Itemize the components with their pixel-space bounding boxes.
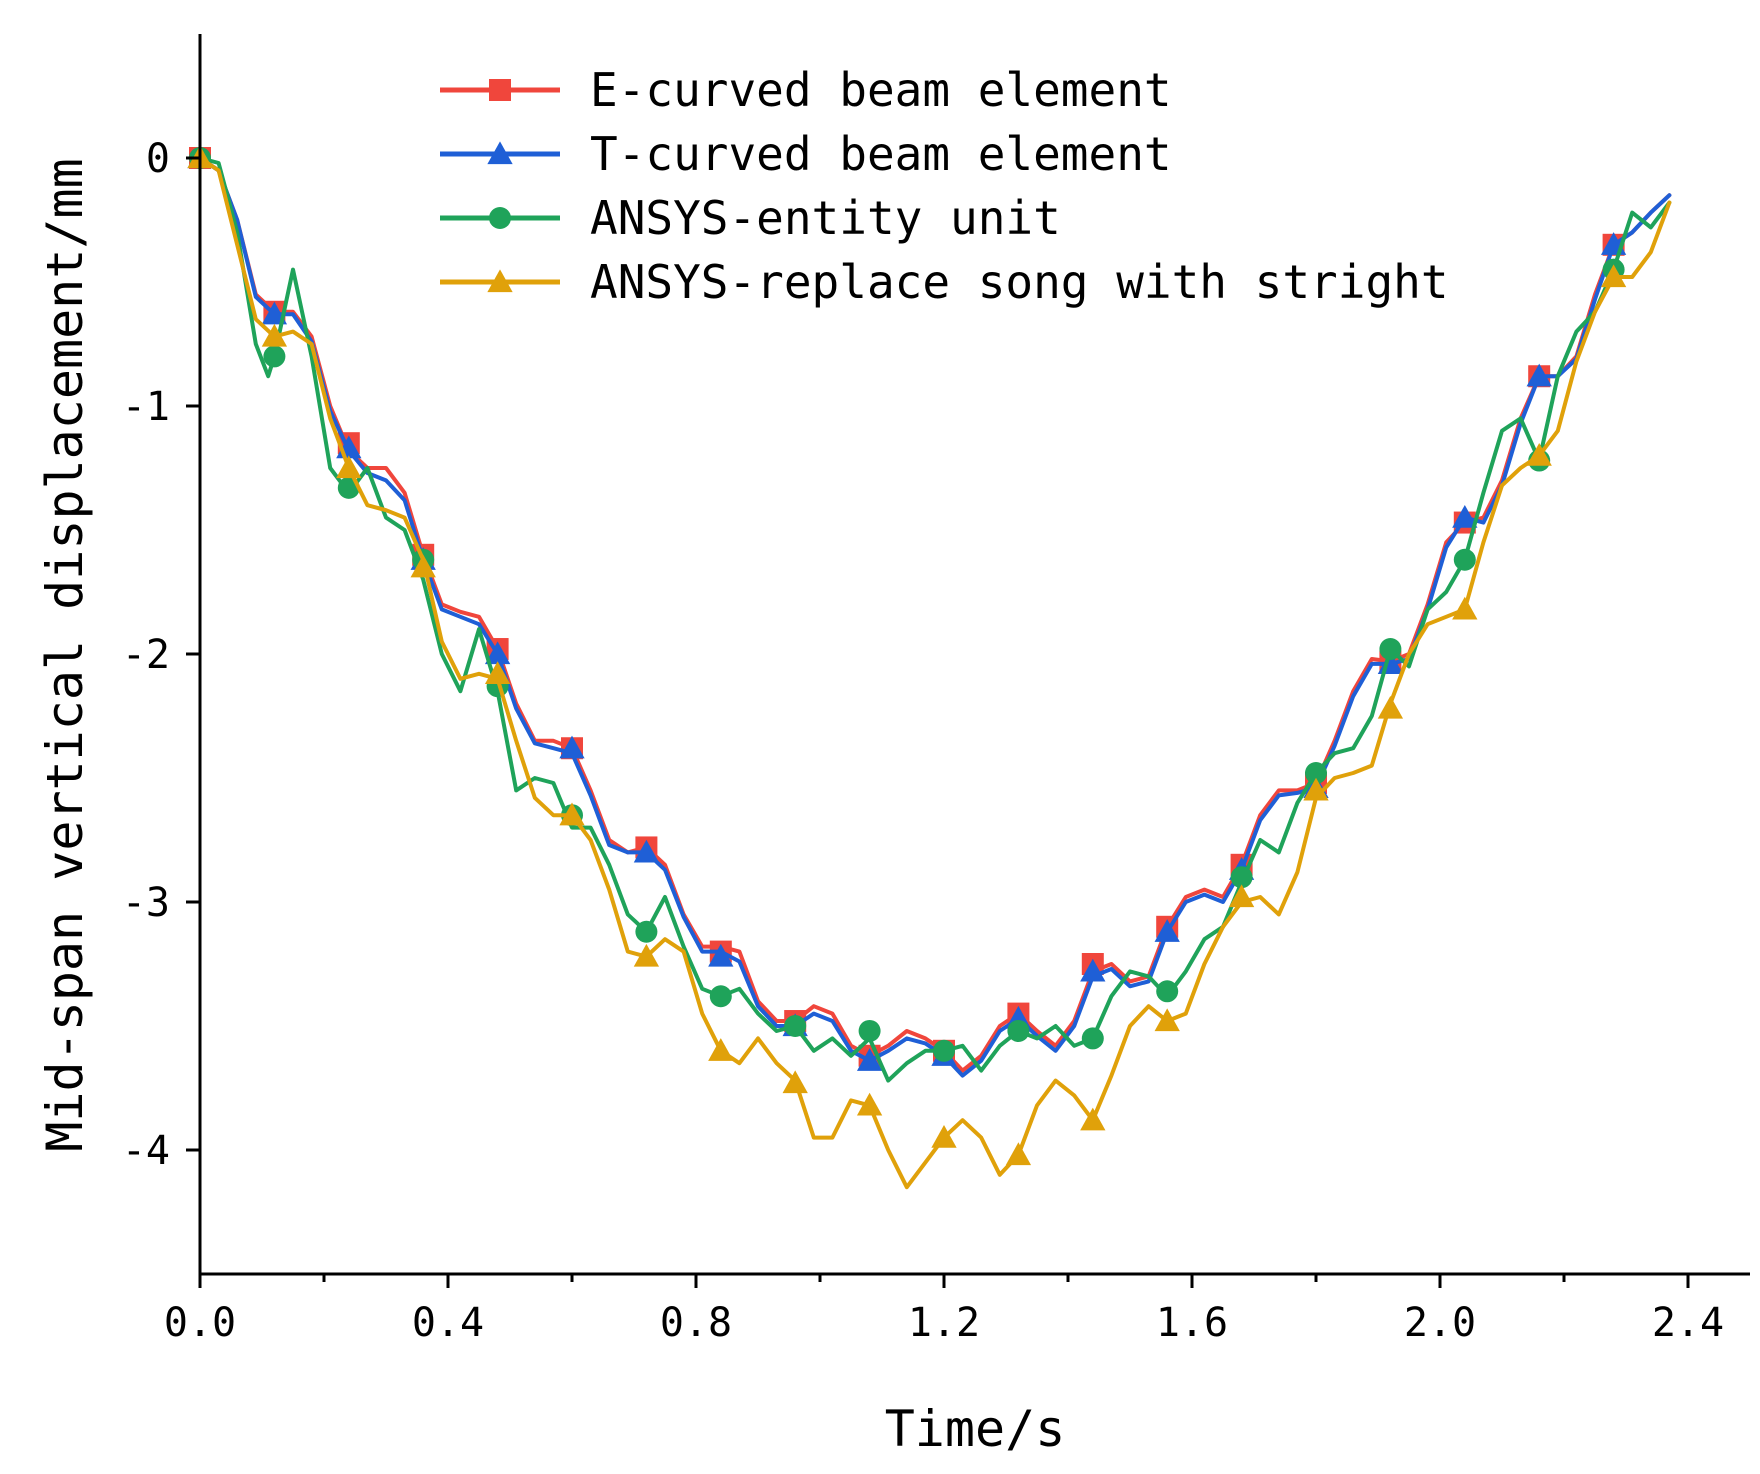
y-tick-label: -1 [122, 384, 170, 430]
legend-item: E-curved beam element [440, 63, 1172, 117]
data-point [410, 554, 436, 578]
y-tick-label: -4 [122, 1128, 170, 1174]
data-point [933, 1039, 955, 1062]
y-tick-label: 0 [146, 136, 170, 182]
data-point [336, 455, 362, 479]
series-line [198, 156, 1672, 1083]
y-tick-label: -3 [122, 880, 170, 926]
legend: E-curved beam element T-curved beam eleme… [440, 63, 1449, 309]
data-point [484, 661, 511, 684]
y-tick-label: -2 [122, 632, 170, 678]
plot-area [187, 145, 1672, 1190]
data-point [1080, 958, 1106, 982]
x-tick-label: 2.4 [1652, 1300, 1724, 1346]
data-point [633, 943, 660, 967]
x-axis-title: Time/s [885, 1400, 1066, 1458]
data-point [1228, 884, 1255, 908]
data-point [1154, 919, 1180, 942]
data-point [784, 1015, 807, 1037]
legend-label: ANSYS-replace song with stright [590, 255, 1449, 309]
series-3 [189, 147, 1672, 1083]
data-point [1453, 548, 1476, 571]
data-point [261, 323, 288, 347]
legend-item: ANSYS-entity unit [440, 191, 1061, 245]
x-tick-label: 1.2 [908, 1300, 980, 1346]
data-point [856, 1092, 883, 1116]
data-point [1154, 1008, 1180, 1032]
x-tick-label: 0.0 [164, 1300, 236, 1346]
data-point [856, 1048, 883, 1071]
data-point [559, 802, 585, 826]
data-point [263, 345, 286, 368]
data-point [1005, 1142, 1032, 1166]
data-point [487, 269, 513, 293]
tick-group: 0.0 0.4 0.8 1.2 1.6 2.0 2.4 0 -1 -2 -3 -4 [122, 136, 1724, 1346]
x-tick-label: 1.6 [1156, 1300, 1228, 1346]
data-point [1081, 1027, 1104, 1050]
data-point [633, 839, 660, 863]
series-4 [187, 145, 1672, 1190]
data-point [1452, 596, 1478, 620]
data-point [1526, 442, 1552, 466]
data-point [1452, 504, 1478, 528]
data-point [1305, 762, 1327, 785]
data-point [1600, 264, 1627, 288]
x-tick-label: 0.4 [412, 1300, 484, 1346]
data-point [858, 1019, 881, 1042]
data-point [559, 735, 585, 759]
data-point [1303, 777, 1329, 801]
legend-label: T-curved beam element [590, 127, 1172, 181]
data-point [708, 943, 734, 967]
data-point [489, 207, 511, 229]
data-point [1526, 363, 1552, 387]
legend-label: ANSYS-entity unit [590, 191, 1061, 245]
series-line [198, 156, 1672, 1190]
data-point [1230, 866, 1253, 889]
data-point [931, 1124, 957, 1148]
data-point [487, 141, 513, 165]
data-point [1080, 1107, 1106, 1131]
x-tick-label: 2.0 [1404, 1300, 1476, 1346]
data-point [1156, 980, 1179, 1003]
data-point [489, 79, 511, 101]
legend-label: E-curved beam element [590, 63, 1172, 117]
data-point [709, 985, 732, 1008]
data-point [782, 1070, 808, 1094]
data-point [1007, 1019, 1030, 1042]
data-point [1377, 695, 1404, 719]
legend-item: T-curved beam element [440, 127, 1172, 181]
data-point [484, 641, 511, 665]
y-axis-title: Mid-span vertical displacement/mm [36, 158, 94, 1151]
data-point [635, 920, 658, 943]
x-tick-label: 0.8 [660, 1300, 732, 1346]
data-point [1379, 638, 1402, 661]
data-point [708, 1038, 734, 1061]
legend-item: ANSYS-replace song with stright [440, 255, 1449, 309]
